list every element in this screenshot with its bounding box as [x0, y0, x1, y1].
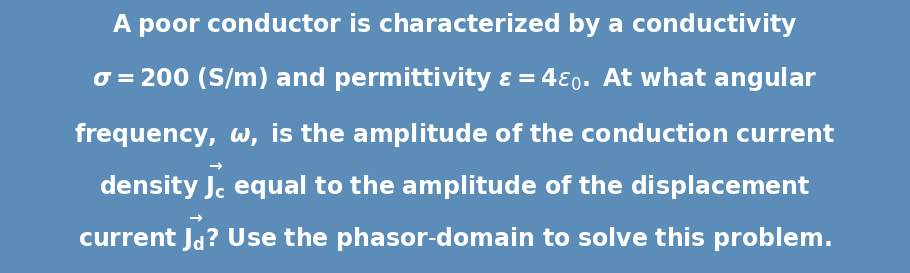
Text: $\bf{current\ }\overset{\rightarrow}{J_d}\bf{?\ Use\ the\ phasor\text{-}domain\ : $\bf{current\ }\overset{\rightarrow}{J_d… [78, 213, 832, 254]
Text: $\boldsymbol{\sigma = 200}$ $\bf{(S/m)\ and\ permittivity}$ $\boldsymbol{\epsilo: $\boldsymbol{\sigma = 200}$ $\bf{(S/m)\ … [92, 65, 818, 93]
Text: $\bf{frequency,}$ $\boldsymbol{\omega}\bf{,\ is\ the\ amplitude\ of\ the\ conduc: $\bf{frequency,}$ $\boldsymbol{\omega}\b… [75, 121, 835, 149]
Text: $\bf{density\ }\overset{\rightarrow}{J_c}\bf{\ equal\ to\ the\ amplitude\ of\ th: $\bf{density\ }\overset{\rightarrow}{J_c… [99, 160, 811, 201]
Text: $\bf{A\ poor\ conductor\ is\ characterized\ by\ a\ conductivity}$: $\bf{A\ poor\ conductor\ is\ characteriz… [112, 11, 798, 39]
